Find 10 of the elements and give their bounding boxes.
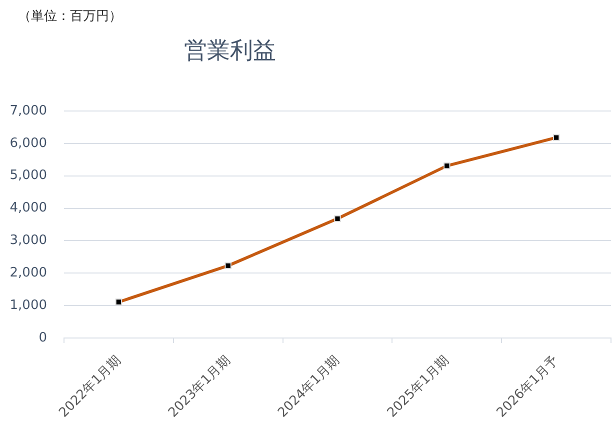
y-tick-label: 4,000 xyxy=(10,200,47,216)
y-tick-label: 2,000 xyxy=(10,266,47,281)
y-tick-label: 3,000 xyxy=(10,233,47,248)
chart-title: 営業利益 xyxy=(184,37,276,66)
text: （単位：百万円） xyxy=(18,8,122,25)
y-tick-label: 5,000 xyxy=(10,168,47,184)
y-tick-label: 7,000 xyxy=(10,103,47,118)
y-tick-label: 6,000 xyxy=(10,136,47,151)
y-tick-label: 0 xyxy=(38,330,47,346)
y-tick-label: 1,000 xyxy=(10,298,47,313)
